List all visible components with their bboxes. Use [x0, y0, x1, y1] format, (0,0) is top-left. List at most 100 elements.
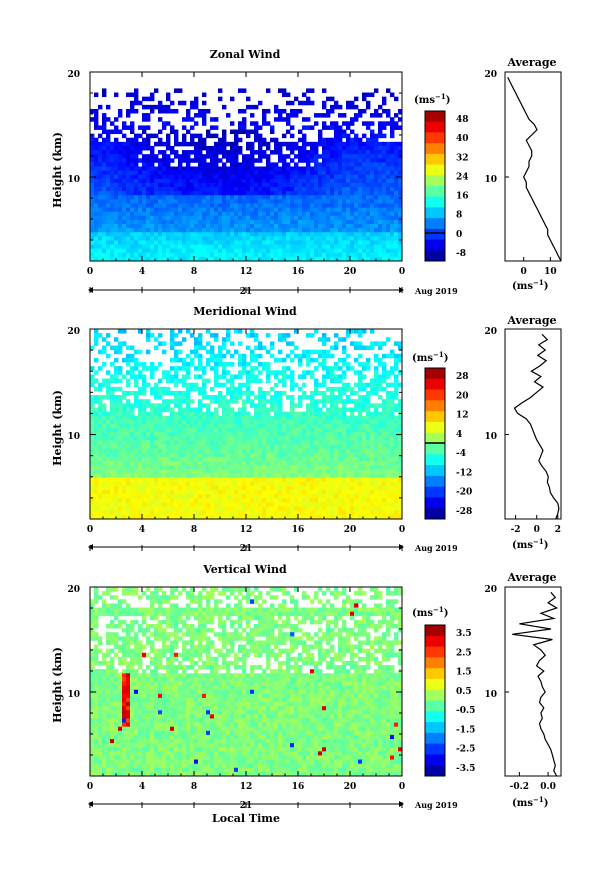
heatmap-cell: [266, 166, 271, 172]
heatmap-cell: [142, 232, 147, 237]
heatmap-cell: [358, 436, 363, 441]
heatmap-cell: [170, 485, 175, 491]
heatmap-cell: [310, 224, 315, 229]
heatmap-cell: [350, 469, 355, 474]
heatmap-cell: [254, 465, 259, 470]
heatmap-cell: [246, 244, 251, 250]
heatmap-cell: [94, 203, 99, 208]
heatmap-cell: [254, 125, 259, 130]
heatmap-cell: [106, 473, 111, 479]
heatmap-cell: [326, 411, 331, 417]
heatmap-cell: [298, 428, 303, 433]
heatmap-cell: [270, 403, 275, 408]
heatmap-cell: [174, 378, 179, 384]
heatmap-cell: [342, 187, 347, 192]
heatmap-cell: [190, 469, 195, 474]
heatmap-cell: [294, 436, 299, 441]
heatmap-cell: [130, 244, 135, 250]
heatmap-cell: [122, 256, 127, 262]
colorbar-swatch: [425, 218, 445, 230]
heatmap-cell: [278, 236, 283, 241]
heatmap-cell: [130, 166, 135, 172]
heatmap-cell: [310, 100, 315, 106]
heatmap-cell: [278, 219, 283, 225]
heatmap-cell: [130, 256, 135, 262]
heatmap-cell: [194, 191, 199, 196]
heatmap-cell: [142, 461, 147, 466]
heatmap-cell: [322, 224, 327, 229]
heatmap-cell: [302, 158, 307, 163]
heatmap-cell: [114, 129, 119, 135]
heatmap-cell: [242, 158, 247, 163]
heatmap-cell: [334, 424, 339, 429]
heatmap-cell: [262, 403, 267, 408]
heatmap-cell: [290, 158, 295, 163]
heatmap-cell: [126, 141, 131, 147]
heatmap-cell: [218, 485, 223, 491]
heatmap-cell: [210, 240, 215, 245]
heatmap-cell: [114, 236, 119, 241]
heatmap-cell: [250, 469, 255, 474]
heatmap-cell: [378, 415, 383, 421]
heatmap-cell: [126, 252, 131, 258]
x-tick-label: 16: [292, 267, 305, 277]
heatmap-cell: [126, 370, 131, 375]
heatmap-cell: [366, 424, 371, 429]
heatmap-cell: [114, 232, 119, 237]
heatmap-cell: [198, 374, 203, 379]
heatmap-cell: [374, 403, 379, 408]
heatmap-cell: [394, 357, 399, 363]
heatmap-cell: [394, 191, 399, 196]
heatmap-cell: [98, 424, 103, 429]
heatmap-cell: [278, 469, 283, 474]
heatmap-cell: [182, 187, 187, 192]
heatmap-cell: [194, 174, 199, 180]
heatmap-cell: [146, 154, 151, 159]
heatmap-cell: [122, 199, 127, 204]
heatmap-cell: [158, 117, 163, 122]
heatmap-cell: [310, 236, 315, 241]
heatmap-cell: [290, 248, 295, 254]
heatmap-cell: [398, 162, 403, 167]
heatmap-cell: [198, 407, 203, 413]
heatmap-cell: [294, 187, 299, 192]
heatmap-cell: [338, 461, 343, 466]
heatmap-cell: [330, 170, 335, 176]
heatmap-cell: [186, 256, 191, 262]
heatmap-cell: [142, 452, 147, 458]
heatmap-cell: [322, 457, 327, 462]
heatmap-cell: [382, 174, 387, 180]
heatmap-cell: [98, 428, 103, 433]
heatmap-cell: [342, 170, 347, 176]
heatmap-cell: [270, 440, 275, 446]
heatmap-cell: [90, 403, 95, 408]
heatmap-cell: [194, 419, 199, 425]
colorbar-unit: (ms−1): [414, 92, 450, 106]
heatmap-cell: [350, 444, 355, 450]
heatmap-cell: [378, 395, 383, 400]
heatmap-cell: [150, 154, 155, 159]
heatmap-cell: [190, 228, 195, 233]
heatmap-cell: [354, 415, 359, 421]
heatmap-cell: [206, 403, 211, 408]
heatmap-cell: [226, 154, 231, 159]
heatmap-cell: [170, 457, 175, 462]
heatmap-cell: [130, 403, 135, 408]
heatmap-cell: [150, 199, 155, 204]
heatmap-cell: [126, 415, 131, 421]
heatmap-cell: [398, 236, 403, 241]
heatmap-cell: [282, 141, 287, 147]
heatmap-cell: [166, 182, 171, 188]
heatmap-cell: [342, 411, 347, 417]
heatmap-cell: [374, 187, 379, 192]
heatmap-cell: [110, 424, 115, 429]
heatmap-cell: [186, 436, 191, 441]
heatmap-cell: [94, 469, 99, 474]
heatmap-cell: [138, 232, 143, 237]
heatmap-cell: [290, 436, 295, 441]
heatmap-cell: [166, 92, 171, 98]
heatmap-cell: [298, 178, 303, 184]
heatmap-cell: [90, 240, 95, 245]
heatmap-cell: [162, 465, 167, 470]
heatmap-cell: [90, 137, 95, 143]
